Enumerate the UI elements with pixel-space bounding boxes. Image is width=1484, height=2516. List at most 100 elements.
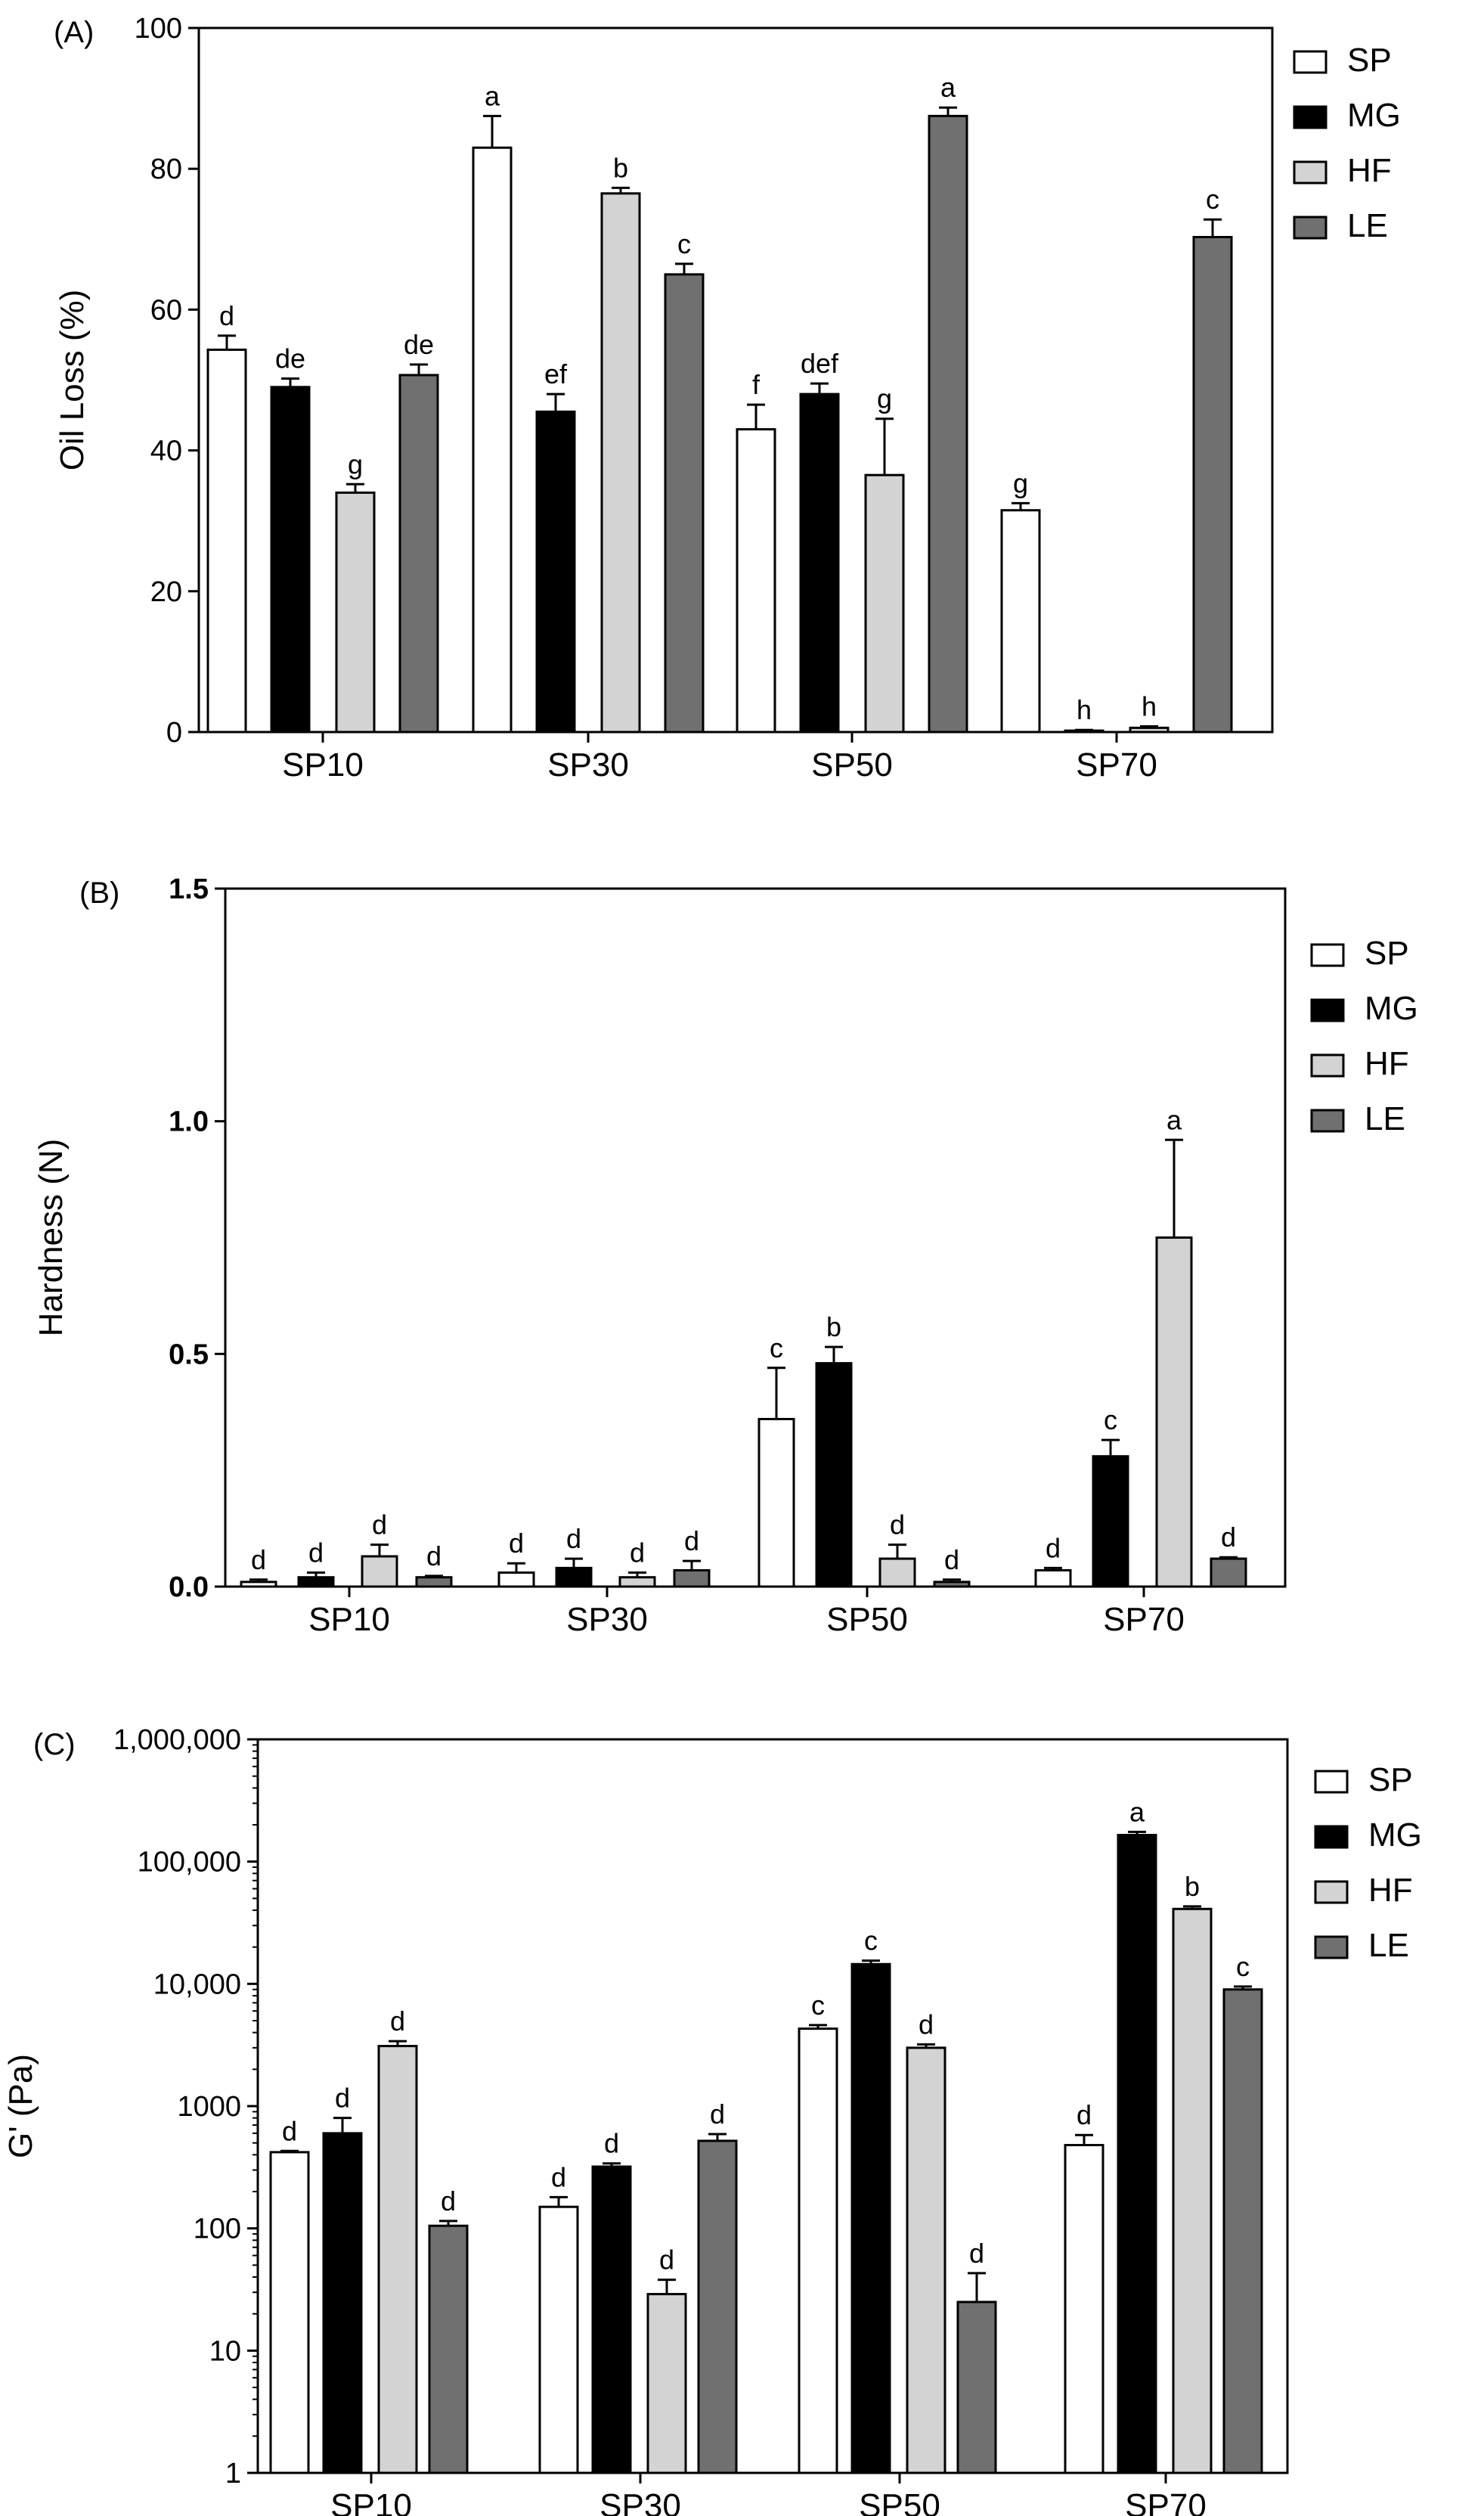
significance-letter: d bbox=[335, 2083, 350, 2114]
bar-LE-SP70 bbox=[1192, 236, 1233, 734]
bar-LE-SP30 bbox=[673, 1568, 711, 1588]
legend-swatch-MG bbox=[1314, 1825, 1349, 1849]
bar-MG-SP70 bbox=[1117, 1834, 1157, 2474]
significance-letter: ef bbox=[544, 358, 568, 389]
significance-letter: de bbox=[404, 329, 434, 360]
bar-HF-SP50 bbox=[878, 1557, 916, 1588]
legend-swatch-HF bbox=[1314, 1880, 1349, 1904]
significance-letter: d bbox=[1221, 1522, 1236, 1553]
significance-letter: d bbox=[919, 2009, 934, 2040]
y-tick-label: 100,000 bbox=[138, 1847, 241, 1878]
y-tick-label: 10 bbox=[209, 2335, 241, 2367]
legend-label-SP: SP bbox=[1347, 42, 1392, 79]
y-axis-label: G' (Pa) bbox=[2, 2054, 39, 2158]
legend-label-SP: SP bbox=[1365, 935, 1409, 972]
bar-HF-SP10 bbox=[377, 2045, 418, 2474]
legend: SP MG HF LE bbox=[1314, 1761, 1422, 1964]
significance-letter: c bbox=[677, 228, 691, 259]
bar-HF-SP70 bbox=[1172, 1907, 1213, 2474]
y-tick-label: 1000 bbox=[177, 2091, 241, 2123]
bar-SP-SP50 bbox=[798, 2027, 838, 2474]
bar-LE-SP30 bbox=[664, 273, 705, 734]
significance-letter: d bbox=[969, 2238, 984, 2269]
y-axis-label: Hardness (N) bbox=[33, 1139, 70, 1337]
y-tick-label: 100 bbox=[194, 2214, 241, 2245]
significance-letter: h bbox=[1077, 694, 1092, 725]
significance-letter: c bbox=[1104, 1404, 1117, 1435]
significance-letter: g bbox=[1013, 467, 1028, 498]
x-tick-label: SP50 bbox=[859, 2487, 940, 2516]
legend-label-LE: LE bbox=[1347, 207, 1388, 244]
bar-LE-SP10 bbox=[428, 2224, 469, 2474]
y-tick-label: 100 bbox=[135, 13, 182, 45]
legend-label-MG: MG bbox=[1347, 97, 1401, 134]
significance-letter: d bbox=[509, 1528, 524, 1559]
y-tick-label: 0 bbox=[166, 717, 182, 749]
significance-letter: def bbox=[801, 348, 839, 379]
significance-letter: b bbox=[1185, 1871, 1200, 1902]
bar-HF-SP30 bbox=[618, 1576, 656, 1588]
legend-swatch-LE bbox=[1293, 216, 1328, 240]
bar-LE-SP30 bbox=[697, 2139, 738, 2474]
significance-letter: d bbox=[426, 1540, 441, 1571]
legend: SP MG HF LE bbox=[1293, 42, 1401, 244]
x-tick-label: SP50 bbox=[811, 746, 893, 783]
legend-label-LE: LE bbox=[1368, 1927, 1409, 1964]
bar-MG-SP10 bbox=[322, 2132, 363, 2474]
significance-letter: d bbox=[890, 1509, 905, 1540]
x-tick-label: SP50 bbox=[826, 1601, 908, 1638]
bar-LE-SP50 bbox=[956, 2300, 997, 2474]
significance-letter: d bbox=[1046, 1532, 1061, 1563]
legend-swatch-LE bbox=[1310, 1109, 1345, 1133]
x-tick-label: SP30 bbox=[599, 2487, 681, 2516]
legend-label-HF: HF bbox=[1368, 1872, 1413, 1909]
x-tick-label: SP70 bbox=[1076, 746, 1157, 783]
bar-SP-SP50 bbox=[757, 1417, 795, 1588]
significance-letter: d bbox=[308, 1537, 324, 1568]
significance-letter: g bbox=[877, 383, 892, 414]
legend-swatch-SP bbox=[1314, 1770, 1349, 1794]
legend-swatch-HF bbox=[1310, 1053, 1345, 1078]
x-tick-label: SP10 bbox=[308, 1601, 390, 1638]
significance-letter: c bbox=[770, 1332, 783, 1363]
bar-HF-SP30 bbox=[600, 192, 641, 734]
y-tick-label: 40 bbox=[150, 436, 182, 467]
bar-LE-SP10 bbox=[415, 1576, 453, 1588]
bar-SP-SP50 bbox=[736, 428, 776, 734]
y-tick-label: 1.5 bbox=[169, 873, 209, 905]
legend-label-SP: SP bbox=[1368, 1761, 1413, 1798]
y-tick-label: 1.0 bbox=[169, 1106, 209, 1138]
legend-swatch-SP bbox=[1310, 943, 1345, 967]
bar-SP-SP30 bbox=[472, 146, 513, 734]
bar-MG-SP50 bbox=[799, 392, 840, 734]
bar-MG-SP10 bbox=[297, 1576, 335, 1588]
x-tick-label: SP70 bbox=[1103, 1601, 1185, 1638]
significance-letter: d bbox=[219, 300, 234, 331]
significance-letter: a bbox=[1129, 1796, 1145, 1827]
significance-letter: b bbox=[613, 152, 628, 183]
bar-LE-SP10 bbox=[398, 374, 439, 734]
significance-letter: a bbox=[485, 80, 500, 111]
significance-letter: c bbox=[864, 1925, 878, 1956]
bar-MG-SP30 bbox=[555, 1566, 593, 1588]
bar-HF-SP50 bbox=[906, 2046, 946, 2474]
legend-label-HF: HF bbox=[1365, 1045, 1409, 1082]
significance-letter: g bbox=[348, 448, 363, 479]
y-tick-label: 0.0 bbox=[169, 1571, 209, 1603]
significance-letter: b bbox=[826, 1311, 841, 1342]
significance-letter: d bbox=[944, 1544, 959, 1575]
significance-letter: d bbox=[372, 1509, 387, 1540]
legend-swatch-SP bbox=[1293, 50, 1328, 74]
significance-letter: d bbox=[282, 2115, 297, 2146]
legend-swatch-LE bbox=[1314, 1935, 1349, 1959]
legend-swatch-HF bbox=[1293, 160, 1328, 185]
significance-letter: h bbox=[1142, 691, 1157, 722]
legend-label-HF: HF bbox=[1347, 152, 1392, 189]
y-tick-label: 10,000 bbox=[153, 1968, 241, 2000]
y-tick-label: 20 bbox=[150, 576, 182, 608]
bar-SP-SP70 bbox=[1064, 2144, 1104, 2474]
significance-letter: d bbox=[251, 1544, 266, 1575]
bar-LE-SP70 bbox=[1210, 1557, 1247, 1588]
bar-LE-SP50 bbox=[928, 114, 968, 734]
